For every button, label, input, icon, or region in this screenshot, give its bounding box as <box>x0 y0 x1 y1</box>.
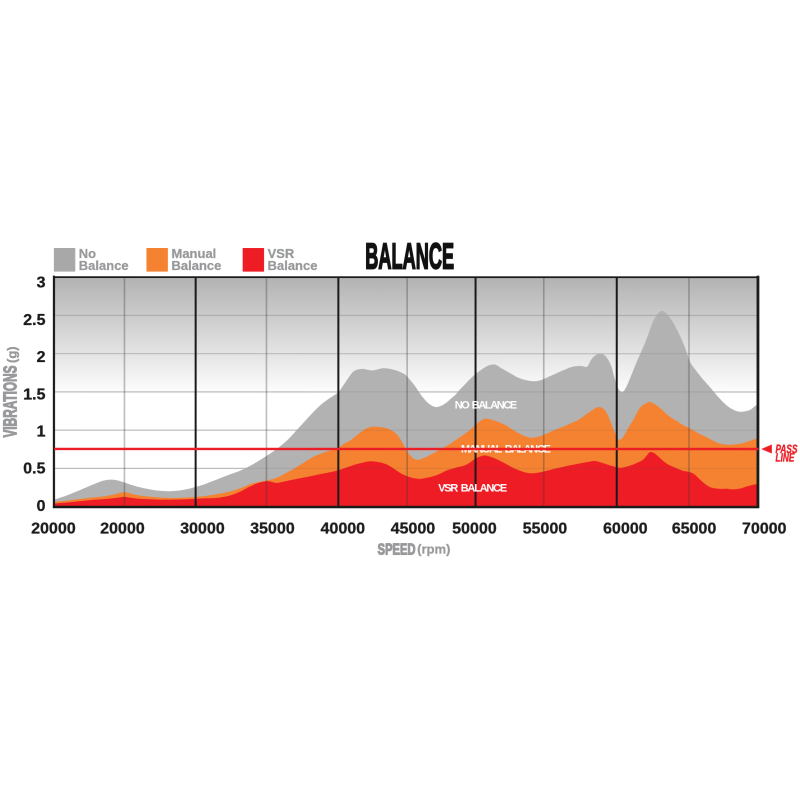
svg-text:60000: 60000 <box>603 520 648 537</box>
svg-text:1.5: 1.5 <box>23 386 45 403</box>
svg-text:1: 1 <box>37 424 46 441</box>
svg-text:0.5: 0.5 <box>23 461 45 478</box>
svg-text:3: 3 <box>37 275 46 292</box>
svg-text:20000: 20000 <box>100 520 145 537</box>
svg-text:PASS: PASS <box>775 443 797 456</box>
svg-text:35000: 35000 <box>250 520 295 537</box>
svg-text:(rpm): (rpm) <box>417 542 450 557</box>
svg-text:Balance: Balance <box>79 258 129 273</box>
svg-text:Manual: Manual <box>171 246 216 261</box>
svg-text:2: 2 <box>37 349 46 366</box>
svg-text:Balance: Balance <box>268 258 318 273</box>
svg-text:(g): (g) <box>4 346 19 363</box>
svg-text:No: No <box>79 246 96 261</box>
svg-text:0: 0 <box>37 498 46 515</box>
svg-text:70000: 70000 <box>742 521 787 538</box>
svg-text:30000: 30000 <box>180 520 225 537</box>
svg-text:40000: 40000 <box>321 520 366 537</box>
svg-text:SPEED: SPEED <box>378 541 416 558</box>
svg-text:Balance: Balance <box>171 258 221 273</box>
svg-text:NO BALANCE: NO BALANCE <box>455 399 518 411</box>
svg-text:45000: 45000 <box>391 520 436 537</box>
svg-text:55000: 55000 <box>523 520 568 537</box>
svg-text:VSR BALANCE: VSR BALANCE <box>438 483 507 495</box>
svg-text:VIBRATIONS: VIBRATIONS <box>0 366 20 438</box>
svg-text:2.5: 2.5 <box>23 312 45 329</box>
svg-text:20000: 20000 <box>31 520 76 537</box>
svg-text:65000: 65000 <box>672 520 717 537</box>
svg-text:BALANCE: BALANCE <box>365 235 454 276</box>
svg-text:LINE: LINE <box>775 452 795 465</box>
svg-text:50000: 50000 <box>452 520 497 537</box>
svg-text:VSR: VSR <box>268 246 295 261</box>
